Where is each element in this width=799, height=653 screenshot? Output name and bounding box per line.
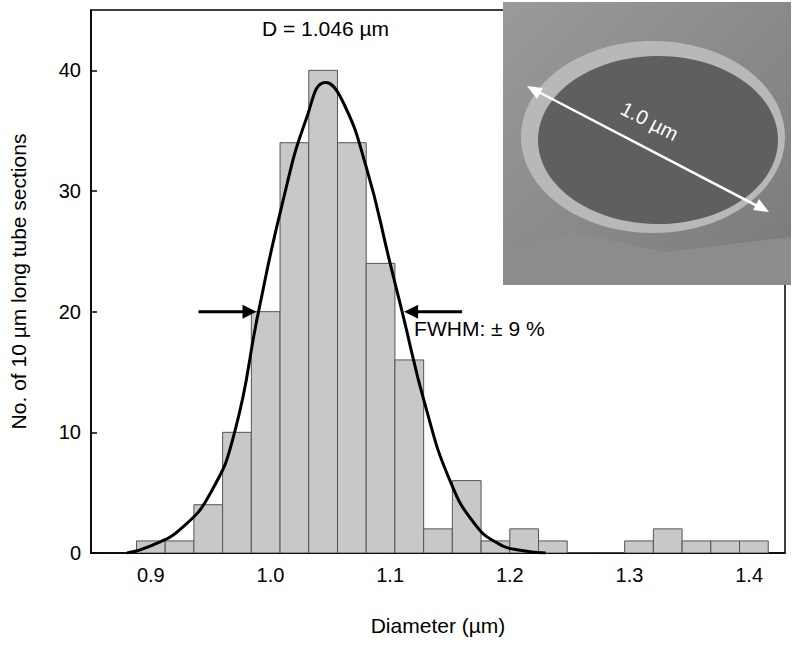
svg-text:FWHM: ± 9 %: FWHM: ± 9 % [414, 317, 545, 340]
svg-text:1.3: 1.3 [616, 564, 644, 586]
svg-text:1.4: 1.4 [735, 564, 763, 586]
svg-text:D = 1.046 µm: D = 1.046 µm [262, 17, 389, 40]
svg-text:No. of 10 µm long tube section: No. of 10 µm long tube sections [7, 134, 30, 430]
svg-text:Diameter (µm): Diameter (µm) [371, 614, 506, 637]
svg-text:1.1: 1.1 [376, 564, 404, 586]
svg-text:0: 0 [70, 542, 81, 564]
svg-text:1.2: 1.2 [496, 564, 524, 586]
svg-text:1.0: 1.0 [257, 564, 285, 586]
svg-text:0.9: 0.9 [137, 564, 165, 586]
svg-text:40: 40 [59, 59, 81, 81]
svg-text:1.0 µm: 1.0 µm [617, 97, 682, 145]
svg-text:10: 10 [59, 421, 81, 443]
svg-text:20: 20 [59, 301, 81, 323]
svg-text:30: 30 [59, 180, 81, 202]
